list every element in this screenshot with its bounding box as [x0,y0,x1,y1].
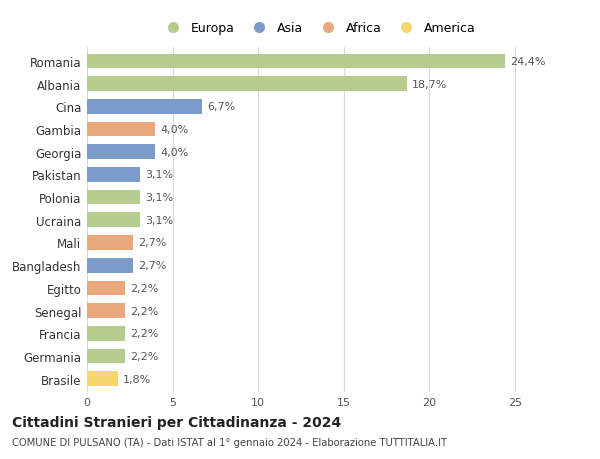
Text: 3,1%: 3,1% [145,193,173,203]
Text: 6,7%: 6,7% [207,102,235,112]
Bar [87,349,125,364]
Text: 3,1%: 3,1% [145,170,173,180]
Bar [87,168,140,182]
Bar [87,145,155,160]
Bar [87,235,133,250]
Bar [87,190,140,205]
Text: 2,2%: 2,2% [130,351,158,361]
Text: 2,7%: 2,7% [139,261,167,271]
Legend: Europa, Asia, Africa, America: Europa, Asia, Africa, America [160,22,476,35]
Bar [87,123,155,137]
Bar [87,213,140,228]
Text: Cittadini Stranieri per Cittadinanza - 2024: Cittadini Stranieri per Cittadinanza - 2… [12,415,341,429]
Text: COMUNE DI PULSANO (TA) - Dati ISTAT al 1° gennaio 2024 - Elaborazione TUTTITALIA: COMUNE DI PULSANO (TA) - Dati ISTAT al 1… [12,437,447,447]
Bar [87,100,202,114]
Text: 18,7%: 18,7% [412,79,448,90]
Bar [87,281,125,296]
Bar [87,77,407,92]
Bar [87,326,125,341]
Text: 2,2%: 2,2% [130,329,158,339]
Bar [87,303,125,318]
Text: 1,8%: 1,8% [123,374,151,384]
Text: 4,0%: 4,0% [161,147,189,157]
Text: 2,2%: 2,2% [130,283,158,293]
Bar [87,55,505,69]
Text: 24,4%: 24,4% [509,57,545,67]
Text: 2,2%: 2,2% [130,306,158,316]
Text: 4,0%: 4,0% [161,125,189,135]
Text: 2,7%: 2,7% [139,238,167,248]
Text: 3,1%: 3,1% [145,215,173,225]
Bar [87,371,118,386]
Bar [87,258,133,273]
